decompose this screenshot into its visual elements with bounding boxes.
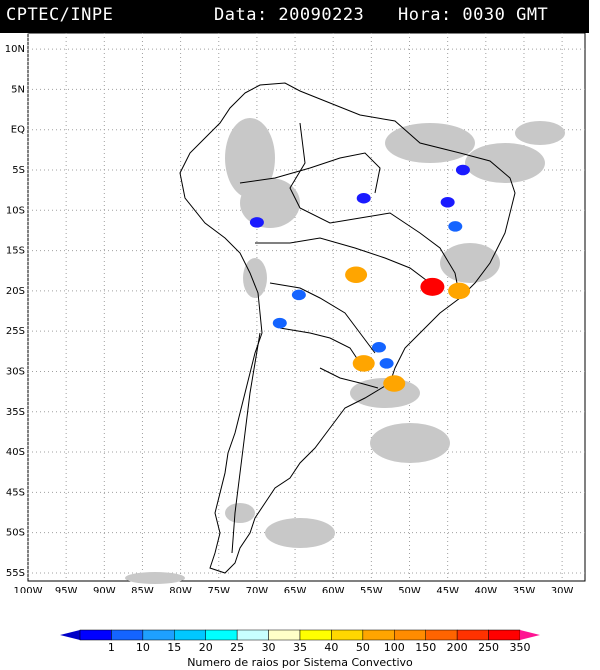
convective-system [371,342,386,353]
lat-label: 30S [6,366,25,377]
colorbar-tick-label: 30 [262,641,276,654]
colorbar-right-arrow [520,630,540,640]
lon-label: 50W [398,586,421,593]
convective-system [448,221,463,232]
colorbar-tick-label: 35 [293,641,307,654]
colorbar-tick-label: 15 [167,641,181,654]
convective-system [383,375,406,392]
convective-system [455,164,470,176]
colorbar-left-arrow [60,630,80,640]
convective-system [379,358,394,369]
convective-system [420,277,445,296]
colorbar-segment [394,629,426,641]
lat-label: EQ [11,125,25,136]
lon-label: 65W [284,586,307,593]
colorbar-tick-label: 20 [199,641,213,654]
date-label: Data: 20090223 [214,5,365,25]
lat-label: 15S [6,246,25,257]
colorbar-segment [174,629,206,641]
colorbar-segment [299,629,332,641]
colorbar-segment [425,629,458,641]
convective-system [440,196,455,208]
lat-label: 25S [6,326,25,337]
lon-label: 60W [322,586,345,593]
convective-system [272,317,287,329]
lat-label: 5S [12,165,25,176]
lon-label: 70W [246,586,269,593]
lon-label: 40W [474,586,497,593]
colorbar-segment [488,629,521,641]
colorbar-tick-label: 50 [356,641,370,654]
lon-label: 80W [169,586,192,593]
lon-label: 30W [551,586,574,593]
lat-label: 45S [6,487,25,498]
lon-label: 85W [131,586,154,593]
map-frame [27,33,586,582]
lat-label: 5N [11,84,25,95]
colorbar-segment [205,629,238,641]
colorbar-tick-label: 100 [384,641,405,654]
colorbar-segment [331,629,364,641]
map-canvas: 10N 5N EQ 5S 10S 15S 20S 25S 30S 35S 40S 45S 50S 55S 1… [5,33,586,593]
lon-label: 45W [436,586,459,593]
colorbar-segment [111,629,144,641]
colorbar-segment [362,629,395,641]
convective-system [345,266,368,284]
colorbar-segment [268,629,301,641]
colorbar-segment [236,629,269,641]
map-header: CPTEC/INPE Data: 20090223 Hora: 0030 GMT [0,0,589,33]
convective-system [352,355,375,372]
colorbar-segment [142,629,175,641]
lon-label: 75W [207,586,230,593]
coastline [179,82,516,574]
lat-label: 50S [6,528,25,539]
colorbar-tick-label: 10 [136,641,150,654]
graticule [27,33,585,581]
axis-labels: 10N 5N EQ 5S 10S 15S 20S 25S 30S 35S 40S 45S 50S 55S 1… [5,44,574,593]
hour-label: Hora: 0030 GMT [398,5,549,25]
colorbar: 1 10 15 20 25 30 35 40 50 100 150 200 250 350 [60,629,540,654]
convective-system [249,217,264,228]
colorbar-segment [456,629,489,641]
colorbar-tick-label: 250 [478,641,499,654]
colorbar-tick-label: 40 [324,641,338,654]
lat-label: 40S [6,447,25,458]
lat-label: 35S [6,407,25,418]
colorbar-segment [79,629,112,641]
lon-label: 95W [55,586,78,593]
lon-label: 35W [513,586,536,593]
convective-system [448,282,471,300]
colorbar-tick-label: 1 [108,641,115,654]
map-area: 10N 5N EQ 5S 10S 15S 20S 25S 30S 35S 40S 45S 50S 55S 1… [0,33,600,593]
cloud-cover [125,118,565,584]
legend: 1 10 15 20 25 30 35 40 50 100 150 200 250 350 Numero … [0,627,600,670]
lat-label: 10N [5,44,25,55]
lon-label: 90W [93,586,116,593]
legend-caption: Numero de raios por Sistema Convectivo [187,656,413,669]
colorbar-tick-label: 350 [510,641,531,654]
colorbar-tick-label: 200 [447,641,468,654]
colorbar-tick-label: 25 [230,641,244,654]
lat-label: 55S [6,568,25,579]
convective-system [291,289,306,301]
colorbar-tick-label: 150 [415,641,436,654]
convective-system [356,192,371,204]
lon-label: 100W [14,586,43,593]
convective-systems [249,164,471,392]
lat-label: 10S [6,205,25,216]
source-label: CPTEC/INPE [6,5,114,25]
lat-label: 20S [6,286,25,297]
lon-label: 55W [360,586,383,593]
